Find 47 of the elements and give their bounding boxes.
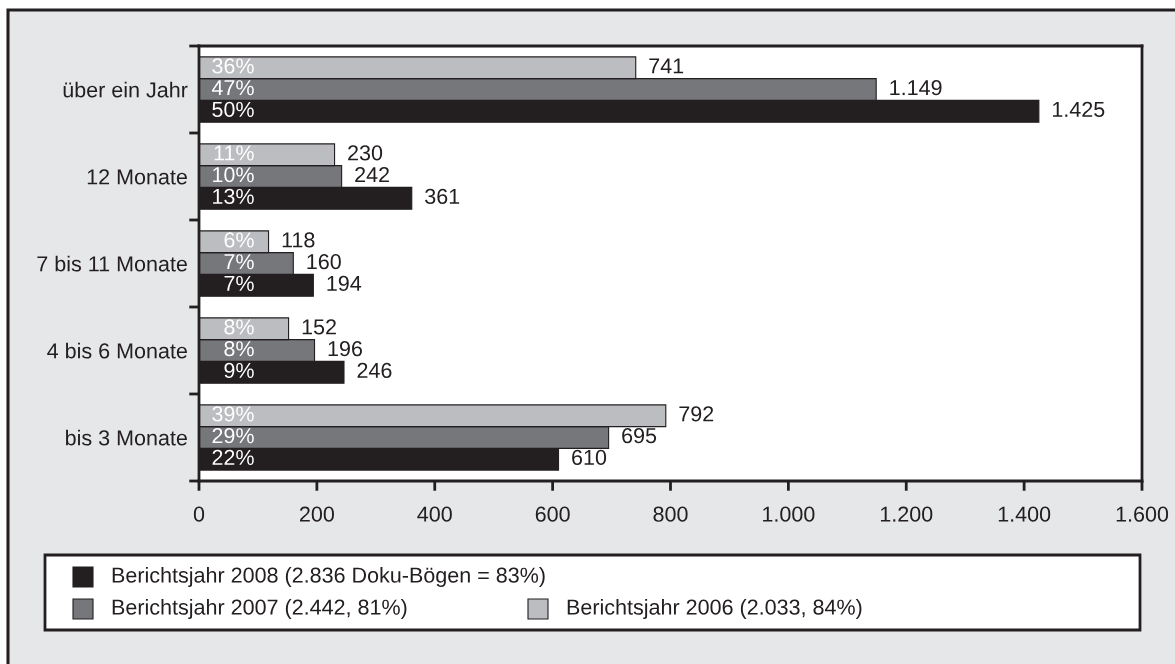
data-label: 230 [348, 145, 383, 161]
x-tick-label: 1.200 [880, 506, 933, 522]
annotation: 50% [212, 101, 254, 118]
annotation: 8% [224, 319, 254, 335]
annotation: 11% [214, 145, 254, 161]
x-tick-label: 1.000 [763, 506, 815, 522]
x-tick-label: 1.400 [998, 506, 1051, 522]
x-tick-label: 0 [193, 506, 205, 522]
data-label: 160 [307, 254, 341, 270]
x-tick-label: 200 [300, 506, 334, 522]
data-label: 792 [679, 406, 714, 422]
annotation: 36% [212, 58, 254, 74]
annotation: 7% [224, 254, 254, 270]
annotation: 6% [224, 232, 254, 248]
data-label: 695 [622, 428, 657, 444]
data-label: 246 [357, 362, 392, 379]
x-tick-label: 1.600 [1116, 506, 1169, 522]
y-tick-label: 12 Monate [87, 169, 187, 185]
annotation: 39% [212, 406, 254, 422]
x-tick-label: 600 [535, 506, 570, 522]
x-tick-label: 400 [417, 506, 452, 522]
annotation: 29% [212, 428, 254, 444]
annotation: 7% [224, 275, 254, 291]
legend-label: Berichtsjahr 2007 (2.442, 81%) [112, 598, 407, 620]
data-label: 1.425 [1053, 101, 1105, 118]
y-tick-label: über ein Jahr [63, 81, 188, 98]
data-label: 242 [355, 167, 389, 183]
annotation: 9% [224, 362, 254, 379]
data-label: 361 [425, 188, 460, 205]
legend-label: Berichtsjahr 2008 (2.836 Doku-Bögen = 83%) [112, 566, 545, 588]
data-label: 118 [282, 232, 315, 248]
annotation: 10% [213, 167, 254, 183]
y-tick-label: 4 bis 6 Monate [47, 342, 187, 359]
legend-label: Berichtsjahr 2006 (2.033, 84%) [567, 598, 862, 620]
y-tick-label: 7 bis 11 Monate [37, 255, 187, 272]
data-label: 610 [572, 449, 607, 466]
data-label: 152 [302, 319, 336, 335]
annotation: 47% [211, 80, 254, 96]
x-tick-label: 800 [653, 506, 688, 522]
annotation: 8% [224, 341, 254, 357]
annotation: 22% [212, 449, 254, 465]
data-label: 194 [327, 275, 362, 292]
y-tick-label: bis 3 Monate [66, 429, 187, 446]
data-label: 1.149 [890, 80, 942, 96]
data-label: 741 [649, 58, 684, 74]
annotation: 13% [213, 188, 254, 205]
data-label: 196 [328, 341, 362, 357]
